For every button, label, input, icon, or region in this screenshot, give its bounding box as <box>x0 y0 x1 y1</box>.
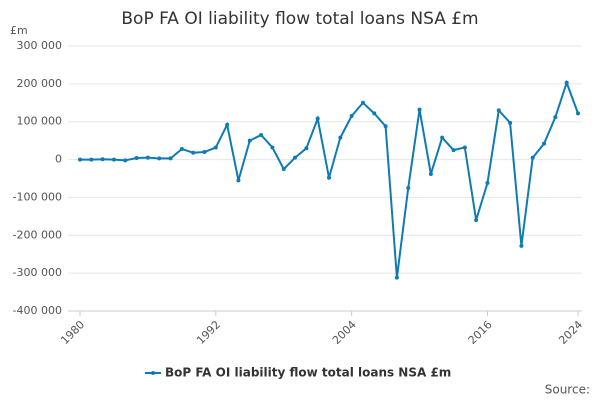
y-tick-label: -100 000 <box>13 190 62 203</box>
point <box>372 111 377 116</box>
y-tick-label: 100 000 <box>17 115 63 128</box>
point <box>157 156 162 161</box>
point <box>394 275 399 280</box>
source: Source: <box>545 383 590 397</box>
x-tick-label: 1992 <box>194 318 223 347</box>
y-tick-label: 200 000 <box>17 77 63 90</box>
point <box>145 155 150 160</box>
point <box>293 155 298 160</box>
point <box>225 122 230 127</box>
point <box>304 146 309 151</box>
point <box>474 218 479 223</box>
y-tick-label: 300 000 <box>17 39 63 52</box>
point <box>89 157 94 162</box>
point <box>417 107 422 112</box>
point <box>270 145 275 150</box>
point <box>349 114 354 119</box>
point <box>134 156 139 161</box>
line <box>80 79 579 278</box>
point <box>213 145 218 150</box>
point <box>123 158 128 163</box>
point <box>451 148 456 153</box>
point <box>100 157 105 162</box>
point <box>281 167 286 172</box>
point <box>576 111 580 116</box>
point <box>542 141 547 146</box>
legend-marker <box>151 371 155 375</box>
point <box>519 243 524 248</box>
point <box>168 156 173 161</box>
point <box>111 157 116 162</box>
point <box>315 116 320 121</box>
point <box>179 146 184 151</box>
point <box>496 108 501 113</box>
point <box>383 124 388 129</box>
point <box>553 115 558 120</box>
point <box>236 178 241 183</box>
point <box>259 132 264 137</box>
x-tick-label: 2024 <box>556 318 585 347</box>
y-tick-label: 0 <box>55 153 62 166</box>
x-tick-label: 2004 <box>330 318 359 347</box>
point <box>327 175 331 180</box>
point <box>428 171 433 176</box>
y-tick-label: -400 000 <box>13 304 62 317</box>
point <box>564 80 569 85</box>
point <box>78 157 82 162</box>
point <box>508 120 513 125</box>
point <box>462 145 467 150</box>
point <box>360 100 365 105</box>
point <box>338 135 343 140</box>
legend-label: BoP FA OI liability flow total loans NSA… <box>165 366 451 380</box>
point <box>485 181 490 186</box>
point <box>191 150 196 155</box>
y-unit: £m <box>10 24 28 37</box>
point <box>202 150 207 154</box>
x-tick-label: 1980 <box>58 318 87 347</box>
point <box>406 185 411 190</box>
chart-title: BoP FA OI liability flow total loans NSA… <box>121 9 478 29</box>
point <box>247 138 252 143</box>
point <box>440 135 445 140</box>
x-tick-label: 2016 <box>466 318 495 347</box>
y-tick-label: -300 000 <box>13 266 62 279</box>
point <box>530 155 535 160</box>
y-tick-label: -200 000 <box>13 228 62 241</box>
